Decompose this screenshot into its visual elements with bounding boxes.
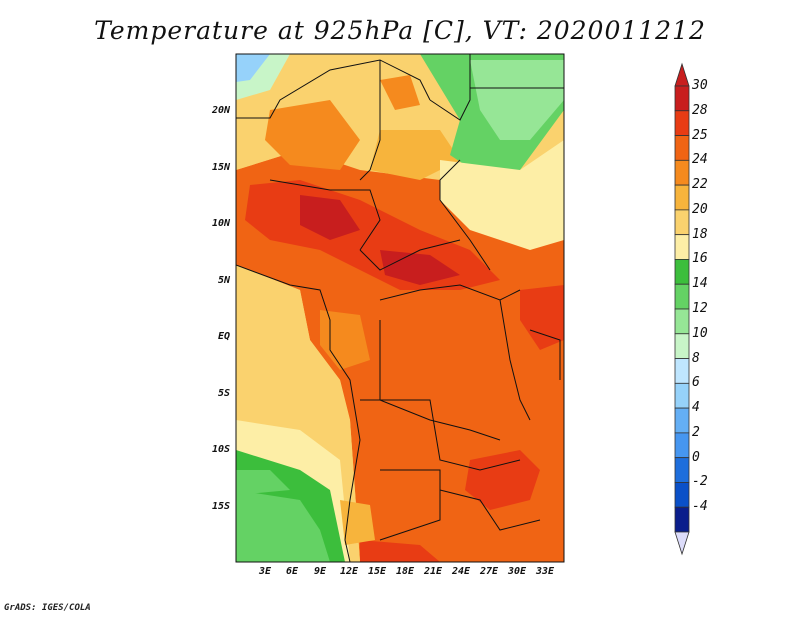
lat-label: 5S bbox=[217, 388, 230, 399]
colorbar-tick-label: 4 bbox=[692, 400, 700, 416]
colorbar-tick-label: 30 bbox=[692, 78, 708, 93]
colorbar-tick-label: 14 bbox=[692, 276, 708, 292]
lat-label: 15S bbox=[211, 501, 230, 512]
colorbar-tick-label: -2 bbox=[692, 474, 708, 490]
colorbar-tick-label: 20 bbox=[692, 201, 708, 217]
colorbar bbox=[674, 62, 690, 556]
colorbar-swatch bbox=[674, 159, 690, 186]
colorbar-top-arrow bbox=[674, 62, 690, 87]
colorbar-swatch bbox=[674, 382, 690, 409]
colorbar-tick-label: 2 bbox=[692, 424, 700, 440]
colorbar-swatch bbox=[674, 308, 690, 335]
temperature-field bbox=[236, 54, 564, 562]
map-title: Temperature at 925hPa [C], VT: 202001121… bbox=[94, 16, 706, 45]
colorbar-swatch bbox=[674, 234, 690, 260]
colorbar-tick-label: 24 bbox=[692, 152, 708, 168]
colorbar-swatch bbox=[674, 85, 690, 112]
footer-credit: GrADS: IGES/COLA bbox=[4, 603, 91, 613]
lon-label: 27E bbox=[479, 566, 499, 577]
colorbar-swatch bbox=[674, 432, 690, 459]
colorbar-swatch bbox=[674, 110, 690, 136]
lon-label: 6E bbox=[285, 566, 299, 577]
colorbar-swatch bbox=[674, 259, 690, 285]
colorbar-tick-label: 16 bbox=[692, 251, 708, 267]
colorbar-swatch bbox=[674, 482, 690, 508]
lon-label: 15E bbox=[367, 566, 387, 577]
lat-label: 15N bbox=[211, 162, 230, 173]
colorbar-tick-label: 22 bbox=[692, 177, 708, 193]
lon-label: 21E bbox=[423, 566, 443, 577]
colorbar-swatch bbox=[674, 358, 690, 384]
lat-label: EQ bbox=[217, 331, 230, 342]
lat-label: 20N bbox=[211, 105, 230, 116]
colorbar-swatch bbox=[674, 283, 690, 310]
lon-label: 33E bbox=[535, 566, 555, 577]
colorbar-tick-label: -4 bbox=[692, 499, 708, 515]
colorbar-tick-label: 6 bbox=[692, 375, 700, 391]
colorbar-tick-label: 8 bbox=[692, 350, 700, 366]
colorbar-swatch bbox=[674, 135, 690, 161]
lat-label: 5N bbox=[217, 275, 230, 286]
colorbar-tick-label: 12 bbox=[692, 301, 708, 316]
lat-label: 10S bbox=[211, 444, 230, 455]
colorbar-tick-label: 28 bbox=[692, 102, 708, 118]
lon-label: 12E bbox=[339, 566, 359, 577]
map-frame bbox=[235, 53, 565, 563]
lon-label: 30E bbox=[507, 566, 527, 577]
colorbar-swatch bbox=[674, 184, 690, 211]
colorbar-tick-label: 18 bbox=[692, 226, 708, 242]
colorbar-tick-label: 0 bbox=[692, 449, 700, 465]
colorbar-bottom-arrow bbox=[674, 531, 690, 556]
colorbar-swatch bbox=[674, 506, 690, 533]
colorbar-tick-label: 25 bbox=[692, 127, 708, 143]
lon-label: 9E bbox=[313, 566, 327, 577]
colorbar-tick-label: 10 bbox=[692, 325, 708, 341]
lat-label: 10N bbox=[211, 218, 230, 229]
lon-label: 3E bbox=[258, 566, 272, 577]
colorbar-swatch bbox=[674, 209, 690, 236]
lon-label: 18E bbox=[395, 566, 415, 577]
colorbar-swatch bbox=[674, 333, 690, 359]
lon-label: 24E bbox=[451, 566, 471, 577]
colorbar-swatch bbox=[674, 407, 690, 434]
country-borders bbox=[236, 54, 564, 562]
colorbar-swatch bbox=[674, 457, 690, 483]
